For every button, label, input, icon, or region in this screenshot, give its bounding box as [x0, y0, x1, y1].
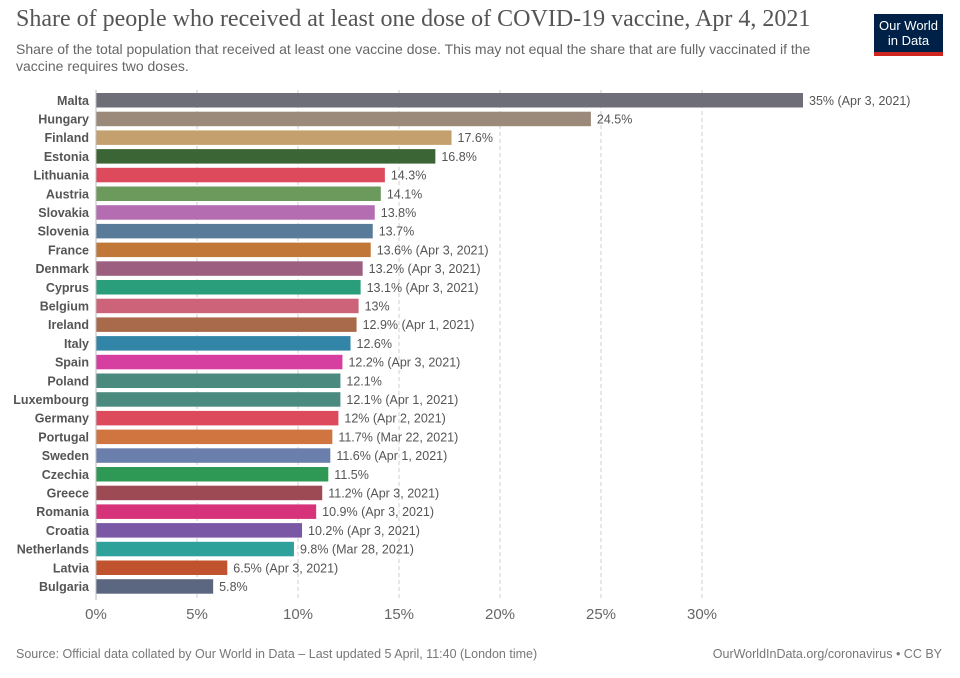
- value-label: 6.5% (Apr 3, 2021): [233, 561, 338, 575]
- category-label: Poland: [47, 374, 89, 388]
- bar[interactable]: [96, 410, 339, 426]
- category-label: Denmark: [36, 262, 90, 276]
- category-label: Ireland: [48, 318, 89, 332]
- value-label: 12.6%: [357, 337, 392, 351]
- bar[interactable]: [96, 579, 214, 594]
- category-label: France: [48, 243, 89, 257]
- bar[interactable]: [96, 560, 228, 576]
- category-label: Czechia: [42, 468, 90, 482]
- value-label: 9.8% (Mar 28, 2021): [300, 543, 414, 557]
- bar[interactable]: [96, 448, 331, 463]
- value-label: 10.2% (Apr 3, 2021): [308, 524, 420, 538]
- category-label: Belgium: [40, 299, 89, 313]
- category-label: Malta: [57, 94, 90, 108]
- bar[interactable]: [96, 298, 359, 314]
- bar[interactable]: [96, 261, 363, 276]
- category-label: Sweden: [42, 449, 89, 463]
- value-label: 5.8%: [219, 580, 248, 594]
- value-label: 14.3%: [391, 169, 426, 183]
- category-label: Germany: [35, 412, 89, 426]
- category-label: Croatia: [46, 524, 90, 538]
- bar[interactable]: [96, 223, 373, 239]
- bar[interactable]: [96, 130, 452, 145]
- value-label: 13.7%: [379, 225, 414, 239]
- value-label: 17.6%: [458, 131, 493, 145]
- logo-line-1: Our World: [879, 18, 938, 33]
- value-label: 13.6% (Apr 3, 2021): [377, 243, 489, 257]
- category-label: Spain: [55, 356, 89, 370]
- category-label: Netherlands: [17, 543, 89, 557]
- category-label: Hungary: [38, 112, 89, 126]
- category-label: Portugal: [38, 430, 89, 444]
- value-label: 11.6% (Apr 1, 2021): [336, 449, 447, 463]
- category-label: Bulgaria: [39, 580, 90, 594]
- x-tick-label: 30%: [687, 606, 717, 623]
- bar[interactable]: [96, 111, 591, 127]
- x-tick-label: 15%: [384, 606, 414, 623]
- owid-logo[interactable]: Our World in Data: [874, 14, 943, 56]
- x-tick-label: 0%: [85, 606, 107, 623]
- value-label: 24.5%: [597, 112, 632, 126]
- bar[interactable]: [96, 429, 333, 445]
- value-label: 12% (Apr 2, 2021): [344, 412, 445, 426]
- bar[interactable]: [96, 149, 436, 164]
- x-tick-label: 25%: [586, 606, 616, 623]
- value-label: 16.8%: [441, 150, 476, 164]
- bar[interactable]: [96, 205, 375, 220]
- logo-line-2: in Data: [887, 33, 930, 48]
- category-label: Finland: [45, 131, 89, 145]
- bar[interactable]: [96, 523, 303, 538]
- credit-link[interactable]: OurWorldInData.org/coronavirus • CC BY: [712, 647, 942, 661]
- x-tick-label: 5%: [186, 606, 208, 623]
- value-label: 13.2% (Apr 3, 2021): [369, 262, 481, 276]
- bar[interactable]: [96, 317, 357, 332]
- category-label: Greece: [47, 486, 89, 500]
- value-label: 10.9% (Apr 3, 2021): [322, 505, 434, 519]
- category-label: Slovenia: [38, 225, 90, 239]
- bar[interactable]: [96, 167, 385, 183]
- category-label: Slovakia: [38, 206, 90, 220]
- category-label: Cyprus: [46, 281, 89, 295]
- category-label: Austria: [46, 187, 90, 201]
- bar[interactable]: [96, 485, 323, 501]
- category-label: Romania: [36, 505, 90, 519]
- value-label: 11.2% (Apr 3, 2021): [328, 486, 439, 500]
- bar[interactable]: [96, 280, 361, 295]
- bar[interactable]: [96, 186, 381, 202]
- value-label: 12.2% (Apr 3, 2021): [348, 356, 460, 370]
- bar-chart: 0% 5% 10% 15% 20% 25% 30% Malta 35% (Apr 3, 2021…: [13, 90, 910, 623]
- bar[interactable]: [96, 93, 803, 108]
- chart-title: Share of people who received at least on…: [16, 6, 811, 32]
- bar[interactable]: [96, 504, 317, 519]
- category-label: Estonia: [44, 150, 90, 164]
- value-label: 11.7% (Mar 22, 2021): [338, 430, 458, 444]
- chart-subtitle: Share of the total population that recei…: [16, 41, 811, 74]
- value-label: 11.5%: [334, 468, 369, 482]
- bar[interactable]: [96, 242, 371, 258]
- bar[interactable]: [96, 336, 351, 351]
- bar[interactable]: [96, 354, 343, 370]
- bar[interactable]: [96, 392, 341, 407]
- value-label: 13.8%: [381, 206, 416, 220]
- value-label: 12.9% (Apr 1, 2021): [363, 318, 475, 332]
- x-tick-label: 10%: [283, 606, 313, 623]
- value-label: 13.1% (Apr 3, 2021): [367, 281, 479, 295]
- bar[interactable]: [96, 373, 341, 389]
- value-label: 12.1%: [346, 374, 381, 388]
- category-label: Lithuania: [33, 169, 90, 183]
- category-label: Luxembourg: [13, 393, 89, 407]
- value-label: 12.1% (Apr 1, 2021): [346, 393, 458, 407]
- bar[interactable]: [96, 467, 329, 482]
- value-label: 13%: [365, 299, 390, 313]
- category-label: Latvia: [53, 561, 90, 575]
- value-label: 14.1%: [387, 187, 422, 201]
- x-tick-label: 20%: [485, 606, 515, 623]
- bar[interactable]: [96, 541, 294, 557]
- category-label: Italy: [64, 337, 89, 351]
- source-note: Source: Official data collated by Our Wo…: [16, 647, 538, 661]
- value-label: 35% (Apr 3, 2021): [809, 94, 910, 108]
